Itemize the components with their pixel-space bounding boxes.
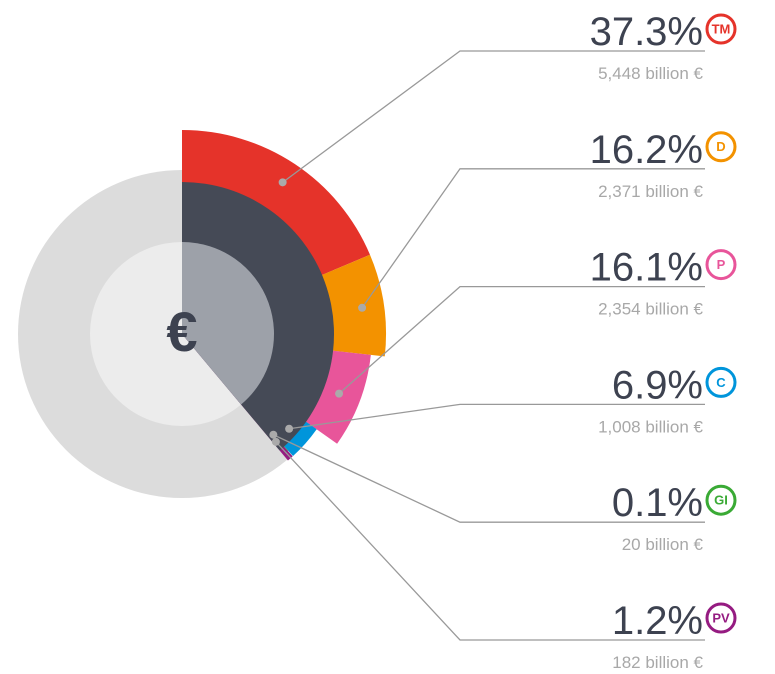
value-label: 1.2% (612, 599, 703, 643)
leader-dot (269, 430, 278, 439)
category-icon (705, 131, 737, 163)
category-icon (705, 13, 737, 45)
leader-dot (285, 424, 294, 433)
value-label: 6.9% (612, 363, 703, 407)
amount-label: 20 billion € (622, 535, 704, 554)
value-label: 16.1% (590, 246, 703, 290)
value-label: 0.1% (612, 481, 703, 525)
leader-line (289, 403, 705, 430)
leader-dot (271, 437, 280, 446)
leader-line (273, 434, 705, 523)
leader-dot (278, 178, 287, 187)
category-label: TM (712, 21, 731, 36)
category-icon (705, 602, 737, 634)
value-label: 16.2% (590, 128, 703, 172)
category-label: GI (714, 493, 728, 508)
amount-label: 182 billion € (612, 653, 703, 672)
category-icon (705, 484, 737, 516)
category-label: D (716, 139, 725, 154)
leader-line (338, 285, 705, 395)
center-label: € (166, 300, 197, 363)
value-label: 37.3% (590, 10, 703, 54)
category-label: PV (712, 610, 730, 625)
category-icon (705, 249, 737, 281)
leader-dot (358, 303, 367, 312)
amount-label: 2,371 billion € (598, 182, 703, 201)
amount-label: 5,448 billion € (598, 64, 703, 83)
leader-line (282, 50, 705, 183)
total-inner-sector (182, 242, 275, 405)
amount-label: 2,354 billion € (598, 300, 703, 319)
amount-label: 1,008 billion € (598, 417, 703, 436)
category-icon (705, 366, 737, 398)
leader-line (275, 441, 705, 641)
leader-dot (335, 389, 344, 398)
leader-line (361, 168, 705, 309)
category-label: P (717, 257, 726, 272)
category-label: C (716, 375, 726, 390)
